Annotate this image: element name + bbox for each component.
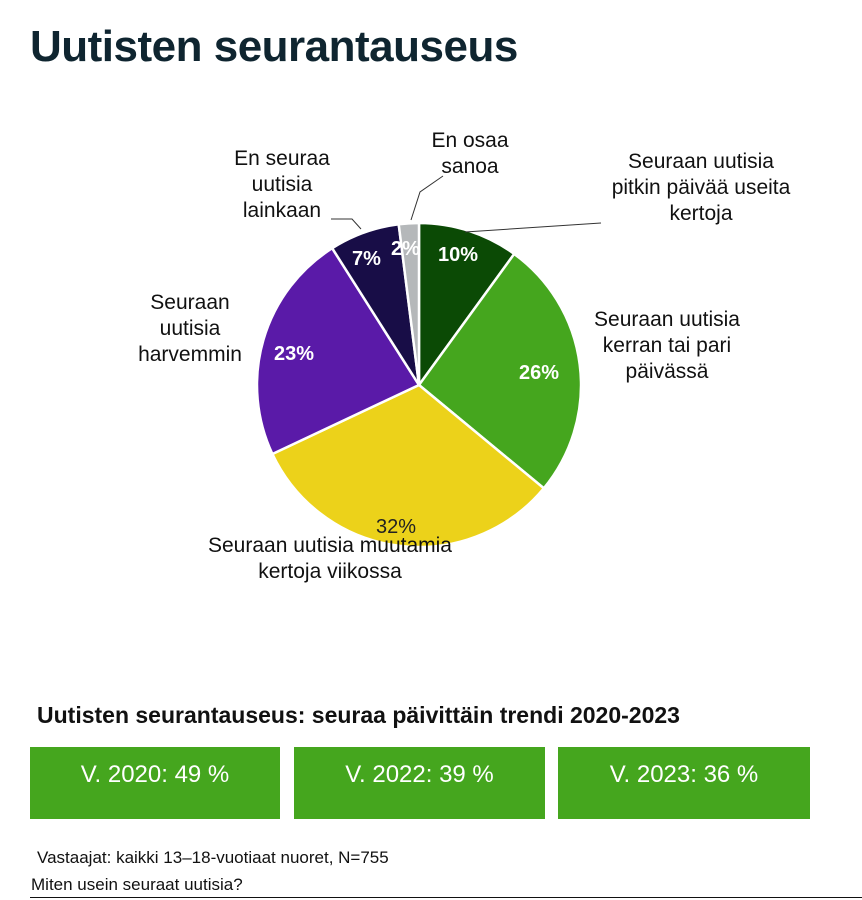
pie-slice-few-times-weekly xyxy=(270,383,546,549)
pie-slice-once-or-twice-daily xyxy=(417,252,583,491)
slice-label-few-times-weekly: Seuraan uutisia muutamia kertoja viikoss… xyxy=(208,534,452,583)
question-note: Miten usein seuraat uutisia? xyxy=(31,875,243,894)
page-title: Uutisten seurantauseus xyxy=(30,22,518,71)
leader-line-several-times-daily xyxy=(464,222,602,233)
slice-label-less-often: Seuraan uutisia harvemmin xyxy=(138,291,242,366)
pie-slice-less-often xyxy=(255,246,421,456)
slice-label-once-or-twice-daily: Seuraan uutisia kerran tai pari päivässä xyxy=(594,308,740,383)
pie-chart xyxy=(255,175,602,549)
leader-line-not-at-all xyxy=(331,218,362,230)
slice-value-few-times-weekly: 32% xyxy=(376,516,417,538)
trend-title: Uutisten seurantauseus: seuraa päivittäi… xyxy=(37,702,680,728)
slice-value-less-often: 23% xyxy=(274,343,315,365)
trend-box-2020: V. 2020: 49 % xyxy=(30,747,280,819)
slice-value-once-or-twice-daily: 26% xyxy=(519,362,560,384)
bottom-divider xyxy=(30,897,862,898)
trend-box-2022: V. 2022: 39 % xyxy=(294,747,545,819)
slice-value-not-at-all: 7% xyxy=(352,248,381,270)
slice-label-not-at-all: En seuraa uutisia lainkaan xyxy=(234,147,330,222)
trend-label-2023: V. 2023: 36 % xyxy=(609,761,759,788)
slice-value-cannot-say: 2% xyxy=(391,238,420,260)
pie-slice-several-times-daily xyxy=(417,221,516,389)
slice-value-several-times-daily: 10% xyxy=(438,244,479,266)
trend-label-2022: V. 2022: 39 % xyxy=(345,761,494,788)
trend-box-2023: V. 2023: 36 % xyxy=(558,747,810,819)
pie-slice-cannot-say xyxy=(397,221,421,386)
slice-label-several-times-daily: Seuraan uutisia pitkin päivää useita ker… xyxy=(611,150,791,225)
trend-label-2020: V. 2020: 49 % xyxy=(80,761,230,788)
respondents-note: Vastaajat: kaikki 13–18-vuotiaat nuoret,… xyxy=(37,848,389,867)
slice-label-cannot-say: En osaa sanoa xyxy=(431,129,509,178)
leader-line-cannot-say xyxy=(410,175,444,221)
